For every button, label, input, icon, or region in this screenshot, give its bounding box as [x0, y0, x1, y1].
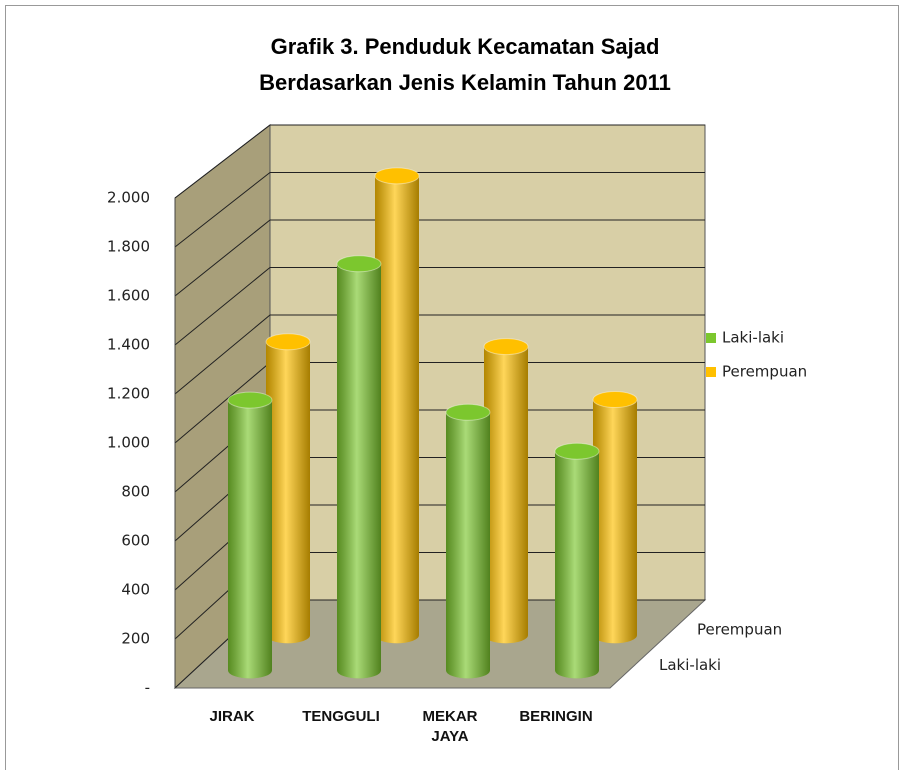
grid-line: [174, 172, 705, 248]
y-tick-label: 1.200: [107, 385, 150, 403]
cylinder-top: [445, 403, 491, 421]
grid-line: [174, 219, 705, 297]
cylinder-shade: [337, 263, 381, 679]
x-tick-label: BERINGIN: [519, 708, 593, 725]
frame: [5, 5, 899, 770]
cylinder-top: [336, 255, 382, 273]
y-tick-label: 800: [121, 483, 150, 501]
cylinder-top: [554, 442, 600, 460]
y-tick-label: 600: [121, 532, 150, 550]
grid-line: [174, 314, 705, 395]
cylinder-shade: [555, 451, 599, 679]
x-tick-label: JIRAK: [209, 708, 255, 725]
x-tick-label: TENGGULI: [302, 708, 380, 725]
chart-title: Berdasarkan Jenis Kelamin Tahun 2011: [259, 70, 671, 95]
grid-line: [174, 124, 705, 199]
y-tick-label: 200: [121, 630, 150, 648]
y-tick-label: -: [145, 679, 150, 697]
legend-label: Perempuan: [722, 363, 807, 381]
cylinder-top: [592, 391, 638, 409]
y-tick-label: 1.800: [107, 238, 150, 256]
cylinder-top: [265, 333, 311, 351]
cylinder-shade: [484, 346, 528, 644]
cylinder-top: [227, 391, 273, 409]
cylinder-shade: [446, 412, 490, 679]
depth-label: Laki-laki: [659, 656, 721, 674]
legend-label: Laki-laki: [722, 329, 784, 347]
y-tick-label: 1.400: [107, 336, 150, 354]
chart-title: Grafik 3. Penduduk Kecamatan Sajad: [271, 34, 660, 59]
x-tick-label: MEKAR JAYA: [422, 708, 478, 745]
depth-label: Perempuan: [697, 621, 782, 639]
cylinder-shade: [593, 399, 637, 644]
cylinder-shade: [375, 175, 419, 644]
y-tick-label: 2.000: [107, 189, 150, 207]
y-tick-label: 1.600: [107, 287, 150, 305]
legend-marker: [706, 333, 716, 343]
legend-marker: [706, 367, 716, 377]
y-tick-label: 1.000: [107, 434, 150, 452]
cylinder-shade: [228, 400, 272, 679]
cylinder-top: [374, 167, 420, 185]
grid-line: [174, 267, 705, 346]
cylinder-shade: [266, 341, 310, 644]
y-tick-label: 400: [121, 581, 150, 599]
cylinder-top: [483, 338, 529, 356]
